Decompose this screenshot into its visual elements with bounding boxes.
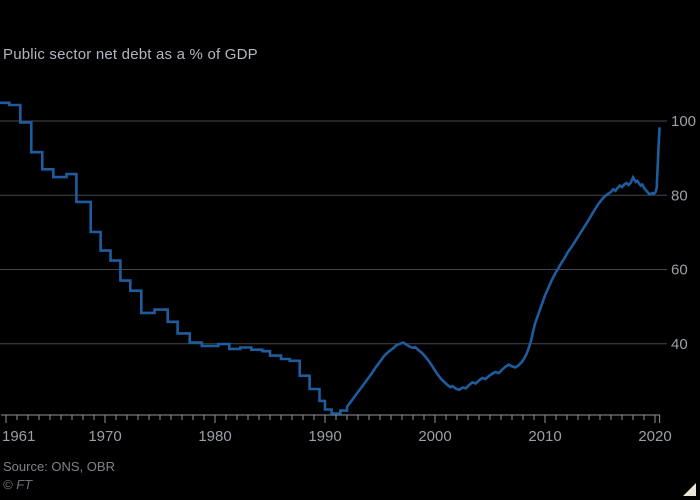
x-tick-label-2010: 2010 — [528, 428, 561, 445]
net-debt-series-line — [0, 101, 661, 415]
x-tick-label-1970: 1970 — [88, 428, 121, 445]
ft-copyright: © FT — [3, 477, 33, 492]
chart-title: Public sector net debt as a % of GDP — [3, 46, 258, 63]
x-tick-label-2000: 2000 — [418, 428, 451, 445]
source-note: Source: ONS, OBR — [3, 459, 115, 474]
y-tick-label-100: 100 — [671, 113, 696, 130]
x-tick-label-2020: 2020 — [638, 428, 671, 445]
y-tick-label-80: 80 — [671, 187, 688, 204]
resize-corner-icon — [683, 483, 696, 496]
x-tick-label-1990: 1990 — [308, 428, 341, 445]
y-tick-label-40: 40 — [671, 336, 688, 353]
x-tick-label-1980: 1980 — [198, 428, 231, 445]
x-tick-label-1961: 1961 — [2, 428, 35, 445]
y-tick-label-60: 60 — [671, 262, 688, 279]
